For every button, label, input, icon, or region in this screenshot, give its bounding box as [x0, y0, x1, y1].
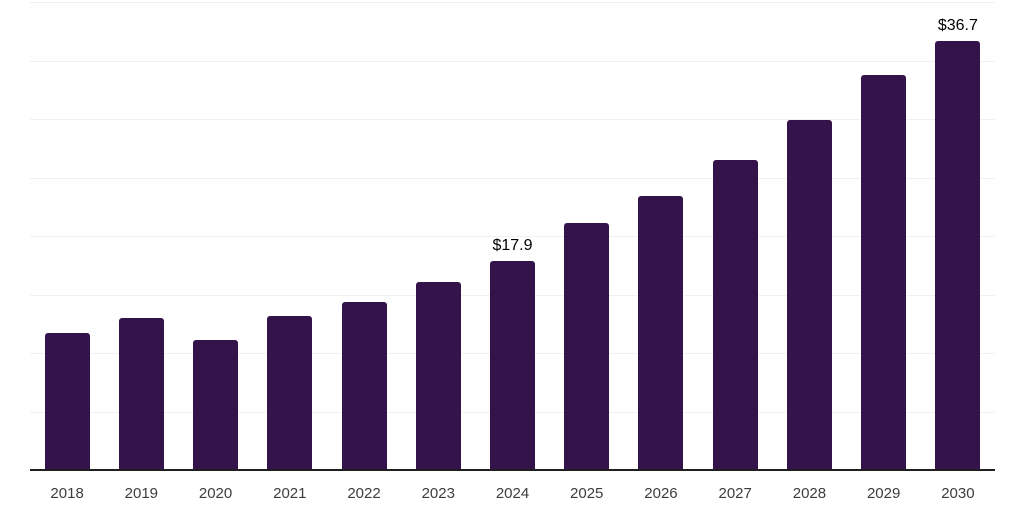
bar-2022	[341, 301, 387, 470]
bar-2021	[267, 315, 313, 470]
gridline-40	[30, 2, 995, 3]
bar-2023	[415, 281, 461, 470]
data-label-2030: $36.7	[937, 16, 978, 34]
bar-2018	[44, 333, 90, 470]
bar-2027	[712, 159, 758, 470]
bar-2030	[935, 40, 981, 470]
gridline-25	[30, 177, 995, 179]
bar-2020	[193, 340, 239, 470]
x-tick-2020: 2020	[198, 485, 233, 502]
gridline-20	[30, 236, 995, 237]
bar-2028	[786, 120, 832, 470]
x-tick-2021: 2021	[273, 485, 307, 502]
bar-2019	[118, 317, 164, 470]
x-tick-2028: 2028	[792, 485, 827, 502]
bar-2029	[861, 74, 907, 470]
bar-2024	[490, 260, 535, 470]
x-tick-2023: 2023	[421, 485, 455, 502]
x-tick-2025: 2025	[570, 485, 604, 502]
gridline-35	[30, 60, 995, 62]
bar-2025	[564, 223, 610, 470]
data-label-2024: $17.9	[492, 236, 533, 254]
x-tick-2027: 2027	[718, 485, 752, 502]
x-tick-2026: 2026	[644, 485, 678, 502]
x-tick-2018: 2018	[50, 485, 84, 502]
x-tick-2022: 2022	[347, 485, 381, 502]
x-axis-line	[30, 469, 995, 471]
gridline-30	[30, 119, 995, 120]
x-tick-2024: 2024	[495, 485, 530, 502]
x-tick-2030: 2030	[941, 485, 975, 502]
x-tick-2019: 2019	[124, 485, 159, 502]
x-tick-2029: 2029	[866, 485, 901, 502]
bar-2026	[638, 196, 684, 470]
